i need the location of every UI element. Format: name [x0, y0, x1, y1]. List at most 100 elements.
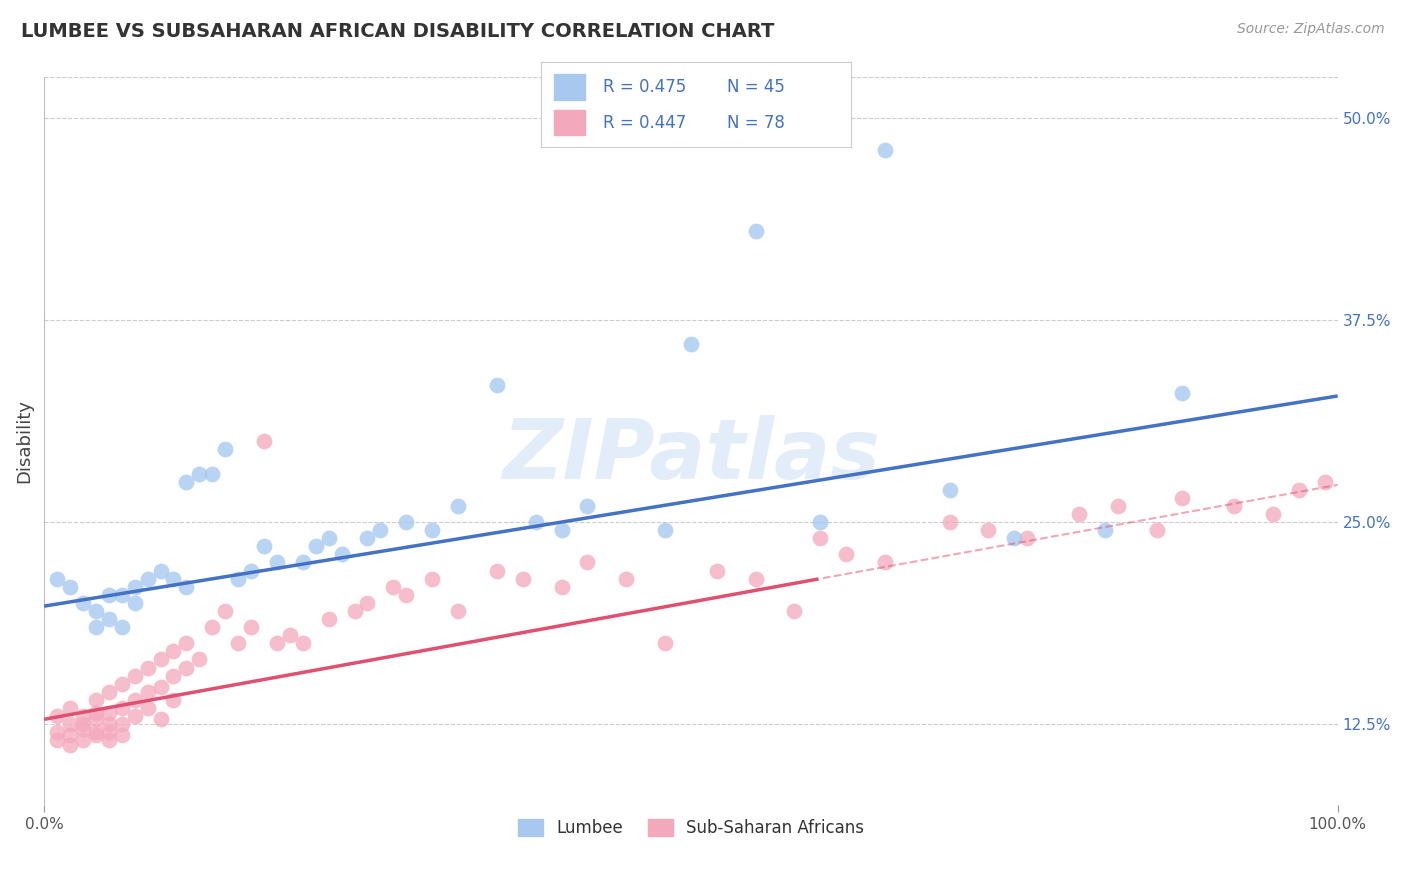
- Text: R = 0.475: R = 0.475: [603, 78, 686, 96]
- Point: [176, 475, 198, 489]
- Point: [1146, 523, 1168, 537]
- Point: [1017, 531, 1039, 545]
- Point: [84, 725, 107, 739]
- Point: [1288, 483, 1310, 497]
- Text: R = 0.447: R = 0.447: [603, 113, 686, 132]
- Text: LUMBEE VS SUBSAHARAN AFRICAN DISABILITY CORRELATION CHART: LUMBEE VS SUBSAHARAN AFRICAN DISABILITY …: [21, 22, 775, 41]
- Point: [162, 644, 184, 658]
- Point: [111, 588, 134, 602]
- Point: [1171, 385, 1194, 400]
- Point: [550, 580, 572, 594]
- Point: [46, 709, 69, 723]
- Point: [783, 604, 806, 618]
- Point: [291, 556, 314, 570]
- Point: [149, 712, 172, 726]
- Point: [84, 604, 107, 618]
- Point: [72, 717, 94, 731]
- Point: [84, 693, 107, 707]
- Point: [744, 572, 766, 586]
- Point: [111, 620, 134, 634]
- Point: [59, 738, 82, 752]
- Point: [1107, 499, 1129, 513]
- Point: [72, 596, 94, 610]
- Point: [162, 572, 184, 586]
- Point: [59, 701, 82, 715]
- Point: [873, 143, 896, 157]
- Point: [938, 483, 960, 497]
- Point: [744, 224, 766, 238]
- Point: [97, 612, 120, 626]
- Point: [253, 434, 276, 449]
- Point: [654, 636, 676, 650]
- Point: [136, 701, 159, 715]
- Point: [614, 572, 637, 586]
- Point: [176, 636, 198, 650]
- Point: [59, 729, 82, 743]
- Point: [162, 668, 184, 682]
- Point: [240, 564, 263, 578]
- Point: [84, 712, 107, 726]
- Bar: [554, 74, 585, 100]
- Point: [84, 706, 107, 720]
- Point: [59, 580, 82, 594]
- Point: [447, 499, 470, 513]
- Point: [356, 596, 378, 610]
- Point: [136, 660, 159, 674]
- Point: [420, 523, 443, 537]
- Point: [395, 515, 418, 529]
- Point: [706, 564, 728, 578]
- Point: [240, 620, 263, 634]
- Point: [420, 572, 443, 586]
- Point: [111, 701, 134, 715]
- Point: [226, 636, 249, 650]
- Point: [97, 717, 120, 731]
- Point: [1067, 507, 1090, 521]
- Point: [124, 668, 146, 682]
- Point: [136, 685, 159, 699]
- Point: [654, 523, 676, 537]
- Point: [84, 620, 107, 634]
- Point: [835, 548, 858, 562]
- Legend: Lumbee, Sub-Saharan Africans: Lumbee, Sub-Saharan Africans: [510, 813, 870, 844]
- Point: [201, 467, 224, 481]
- Point: [253, 539, 276, 553]
- Point: [72, 733, 94, 747]
- Point: [72, 709, 94, 723]
- Point: [550, 523, 572, 537]
- Point: [97, 733, 120, 747]
- Point: [305, 539, 328, 553]
- Bar: [554, 110, 585, 136]
- Point: [97, 706, 120, 720]
- Text: ZIPatlas: ZIPatlas: [502, 416, 880, 496]
- Point: [136, 572, 159, 586]
- Point: [356, 531, 378, 545]
- Point: [84, 729, 107, 743]
- Point: [124, 709, 146, 723]
- Point: [149, 564, 172, 578]
- Point: [1094, 523, 1116, 537]
- Point: [176, 580, 198, 594]
- Point: [111, 677, 134, 691]
- Point: [343, 604, 366, 618]
- Point: [524, 515, 547, 529]
- Point: [226, 572, 249, 586]
- Point: [576, 556, 599, 570]
- Point: [266, 636, 288, 650]
- Point: [188, 467, 211, 481]
- Point: [97, 725, 120, 739]
- Point: [46, 725, 69, 739]
- Point: [72, 722, 94, 736]
- Point: [318, 612, 340, 626]
- Point: [808, 531, 831, 545]
- Point: [1223, 499, 1246, 513]
- Point: [176, 660, 198, 674]
- Point: [370, 523, 392, 537]
- Point: [808, 515, 831, 529]
- Point: [201, 620, 224, 634]
- Point: [46, 733, 69, 747]
- Point: [330, 548, 353, 562]
- Point: [318, 531, 340, 545]
- Point: [291, 636, 314, 650]
- Point: [1171, 491, 1194, 505]
- Point: [162, 693, 184, 707]
